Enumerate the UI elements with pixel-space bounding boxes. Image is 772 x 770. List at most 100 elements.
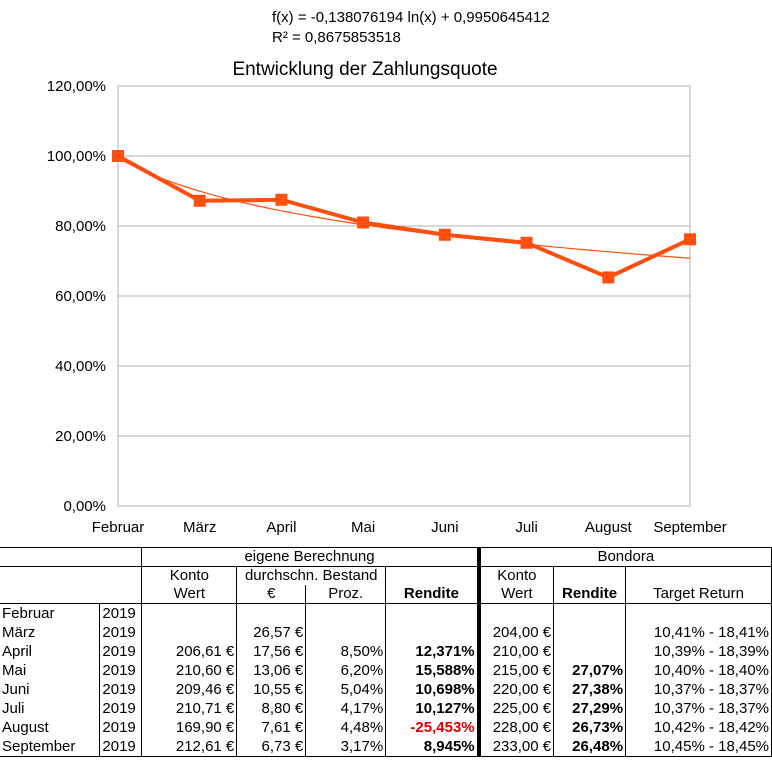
header-eur: € bbox=[236, 585, 307, 604]
row-target-return: 10,37% - 18,37% bbox=[625, 680, 772, 699]
y-tick-label: 60,00% bbox=[55, 288, 106, 305]
row-rendite: 15,588% bbox=[385, 661, 480, 680]
row-bondora-konto: 215,00 € bbox=[476, 661, 555, 680]
row-konto: 212,61 € bbox=[141, 737, 238, 757]
row-month: Juli bbox=[0, 699, 101, 718]
row-bondora-rendite: 26,73% bbox=[553, 718, 627, 737]
table-row: Februar 2019 bbox=[0, 603, 772, 623]
header-rendite: Rendite bbox=[385, 585, 480, 604]
header-cell bbox=[0, 585, 143, 604]
row-year: 2019 bbox=[99, 699, 143, 718]
table-row: Juni 2019 209,46 €10,55 €5,04% 10,698% 220,0… bbox=[0, 680, 772, 699]
header-proz: Proz. bbox=[305, 585, 387, 604]
row-bondora-konto: 204,00 € bbox=[476, 623, 555, 642]
row-bestand-eur bbox=[236, 603, 307, 623]
header-cell bbox=[625, 566, 772, 585]
row-bestand-eur: 7,61 € bbox=[236, 718, 307, 737]
y-tick-label: 0,00% bbox=[63, 498, 106, 515]
row-month: April bbox=[0, 642, 101, 661]
row-year: 2019 bbox=[99, 661, 143, 680]
table-row: Juli 2019 210,71 €8,80 €4,17% 10,127% 225,00… bbox=[0, 699, 772, 718]
row-konto: 169,90 € bbox=[141, 718, 238, 737]
row-target-return: 10,39% - 18,39% bbox=[625, 642, 772, 661]
row-bondora-rendite bbox=[553, 603, 627, 623]
row-bondora-rendite: 27,07% bbox=[553, 661, 627, 680]
header-cell bbox=[385, 566, 480, 585]
row-konto: 210,60 € bbox=[141, 661, 238, 680]
row-rendite: 10,127% bbox=[385, 699, 480, 718]
row-bestand-eur: 10,55 € bbox=[236, 680, 307, 699]
row-konto: 209,46 € bbox=[141, 680, 238, 699]
row-rendite bbox=[385, 623, 480, 642]
row-bestand-proz bbox=[305, 623, 387, 642]
row-rendite bbox=[385, 603, 480, 623]
row-year: 2019 bbox=[99, 718, 143, 737]
series-markers bbox=[112, 150, 696, 284]
row-konto bbox=[141, 623, 238, 642]
x-tick-label: April bbox=[266, 519, 296, 536]
row-target-return: 10,42% - 18,42% bbox=[625, 718, 772, 737]
row-month: August bbox=[0, 718, 101, 737]
row-bestand-proz: 3,17% bbox=[305, 737, 387, 757]
plot-area-border bbox=[117, 85, 691, 507]
header-konto-1: Konto bbox=[141, 566, 238, 585]
table-row: März 2019 26,57 € 204,00 € 10,41% - 18,41% bbox=[0, 623, 772, 642]
row-year: 2019 bbox=[99, 623, 143, 642]
data-point bbox=[112, 150, 124, 162]
data-point bbox=[438, 228, 451, 241]
y-tick-label: 100,00% bbox=[47, 148, 106, 165]
row-bestand-proz: 6,20% bbox=[305, 661, 387, 680]
data-point bbox=[193, 194, 206, 207]
row-rendite: 10,698% bbox=[385, 680, 480, 699]
row-bondora-rendite: 27,29% bbox=[553, 699, 627, 718]
series-line bbox=[117, 154, 691, 280]
row-bondora-konto: 233,00 € bbox=[476, 737, 555, 757]
header-brendite: Rendite bbox=[553, 585, 627, 604]
row-bestand-eur: 8,80 € bbox=[236, 699, 307, 718]
y-tick-label: 80,00% bbox=[55, 218, 106, 235]
x-tick-label: Mai bbox=[351, 519, 375, 536]
row-rendite: -25,453% bbox=[385, 718, 480, 737]
row-rendite: 12,371% bbox=[385, 642, 480, 661]
row-target-return: 10,40% - 18,40% bbox=[625, 661, 772, 680]
header-cell bbox=[0, 566, 143, 585]
row-bondora-rendite: 27,38% bbox=[553, 680, 627, 699]
trendline bbox=[117, 157, 691, 259]
row-bestand-eur: 6,73 € bbox=[236, 737, 307, 757]
row-target-return: 10,45% - 18,45% bbox=[625, 737, 772, 757]
data-point bbox=[520, 236, 533, 249]
table-row: August 2019 169,90 €7,61 €4,48% -25,453% 228… bbox=[0, 718, 772, 737]
header-bkonto-1: Konto bbox=[476, 566, 555, 585]
row-bestand-proz: 8,50% bbox=[305, 642, 387, 661]
row-month: Juni bbox=[0, 680, 101, 699]
row-rendite: 8,945% bbox=[385, 737, 480, 757]
row-bestand-eur: 13,06 € bbox=[236, 661, 307, 680]
row-konto: 206,61 € bbox=[141, 642, 238, 661]
row-bestand-proz: 4,17% bbox=[305, 699, 387, 718]
chart-title: Entwicklung der Zahlungsquote bbox=[232, 59, 497, 80]
row-konto: 210,71 € bbox=[141, 699, 238, 718]
x-axis-ticks: Februar März April Mai Juni Juli August Septemb… bbox=[92, 519, 727, 536]
row-month: Mai bbox=[0, 661, 101, 680]
x-tick-label: Juli bbox=[515, 519, 538, 536]
table-row: April 2019 206,61 €17,56 €8,50% 12,371% 210,… bbox=[0, 642, 772, 661]
header-konto-2: Wert bbox=[141, 585, 238, 604]
row-bestand-proz: 5,04% bbox=[305, 680, 387, 699]
row-konto bbox=[141, 603, 238, 623]
header-blank bbox=[0, 547, 143, 567]
row-target-return: 10,37% - 18,37% bbox=[625, 699, 772, 718]
row-bestand-eur: 26,57 € bbox=[236, 623, 307, 642]
y-axis-ticks: 0,00% 20,00% 40,00% 60,00% 80,00% 100,00% 120,… bbox=[47, 78, 106, 515]
header-target: Target Return bbox=[625, 585, 772, 604]
x-tick-label: August bbox=[585, 519, 633, 536]
row-bondora-konto: 220,00 € bbox=[476, 680, 555, 699]
row-bondora-konto: 228,00 € bbox=[476, 718, 555, 737]
x-tick-label: September bbox=[653, 519, 726, 536]
returns-table: eigene Berechnung Bondora Konto durchsch… bbox=[0, 547, 772, 757]
trendline-equation: f(x) = -0,138076194 ln(x) + 0,9950645412 bbox=[272, 9, 550, 26]
row-year: 2019 bbox=[99, 737, 143, 757]
header-group-bondora: Bondora bbox=[476, 547, 772, 567]
row-bondora-rendite: 26,48% bbox=[553, 737, 627, 757]
row-bondora-rendite bbox=[553, 623, 627, 642]
row-bondora-konto bbox=[476, 603, 555, 623]
